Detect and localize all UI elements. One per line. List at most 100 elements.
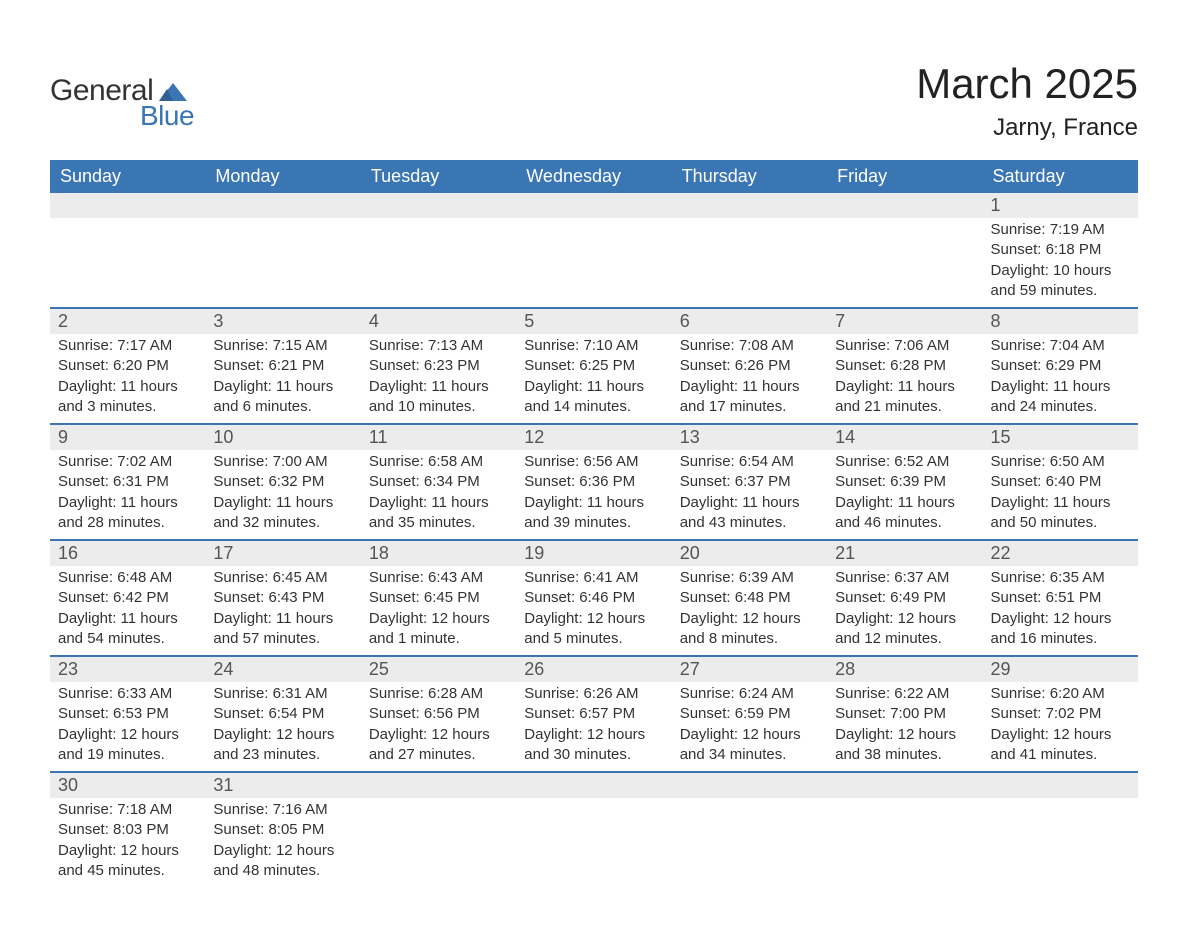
day-number: 15 bbox=[983, 425, 1138, 450]
sunrise-text: Sunrise: 6:56 AM bbox=[524, 452, 663, 472]
daylight-text: Daylight: 12 hours and 34 minutes. bbox=[680, 725, 819, 766]
sunset-text: Sunset: 6:31 PM bbox=[58, 472, 197, 492]
day-data-cell bbox=[361, 218, 516, 308]
sunset-text: Sunset: 6:20 PM bbox=[58, 356, 197, 376]
day-data bbox=[983, 798, 1138, 826]
daylight-text: Daylight: 11 hours and 50 minutes. bbox=[991, 493, 1130, 534]
day-data bbox=[827, 798, 982, 826]
week-daydata-row: Sunrise: 7:17 AMSunset: 6:20 PMDaylight:… bbox=[50, 334, 1138, 424]
day-number-cell: 18 bbox=[361, 540, 516, 566]
day-number-cell: 20 bbox=[672, 540, 827, 566]
daylight-text: Daylight: 12 hours and 8 minutes. bbox=[680, 609, 819, 650]
logo-text-blue: Blue bbox=[140, 100, 194, 132]
day-number: 2 bbox=[50, 309, 205, 334]
sunset-text: Sunset: 6:32 PM bbox=[213, 472, 352, 492]
location-label: Jarny, France bbox=[916, 114, 1138, 142]
day-data: Sunrise: 7:18 AMSunset: 8:03 PMDaylight:… bbox=[50, 798, 205, 887]
day-data-cell bbox=[983, 798, 1138, 887]
daylight-text: Daylight: 11 hours and 17 minutes. bbox=[680, 377, 819, 418]
sunset-text: Sunset: 6:25 PM bbox=[524, 356, 663, 376]
dayheader-sunday: Sunday bbox=[50, 160, 205, 193]
week-daynum-row: 23242526272829 bbox=[50, 656, 1138, 682]
sunset-text: Sunset: 6:40 PM bbox=[991, 472, 1130, 492]
week-daydata-row: Sunrise: 6:48 AMSunset: 6:42 PMDaylight:… bbox=[50, 566, 1138, 656]
daylight-text: Daylight: 11 hours and 35 minutes. bbox=[369, 493, 508, 534]
day-data-cell: Sunrise: 6:50 AMSunset: 6:40 PMDaylight:… bbox=[983, 450, 1138, 540]
day-data: Sunrise: 7:10 AMSunset: 6:25 PMDaylight:… bbox=[516, 334, 671, 423]
sunset-text: Sunset: 6:46 PM bbox=[524, 588, 663, 608]
daylight-text: Daylight: 11 hours and 32 minutes. bbox=[213, 493, 352, 534]
sunset-text: Sunset: 6:54 PM bbox=[213, 704, 352, 724]
sunrise-text: Sunrise: 7:15 AM bbox=[213, 336, 352, 356]
day-data-cell: Sunrise: 6:31 AMSunset: 6:54 PMDaylight:… bbox=[205, 682, 360, 772]
day-data: Sunrise: 6:56 AMSunset: 6:36 PMDaylight:… bbox=[516, 450, 671, 539]
day-data-cell: Sunrise: 6:45 AMSunset: 6:43 PMDaylight:… bbox=[205, 566, 360, 656]
day-data-cell bbox=[827, 798, 982, 887]
day-data: Sunrise: 7:13 AMSunset: 6:23 PMDaylight:… bbox=[361, 334, 516, 423]
day-number: 11 bbox=[361, 425, 516, 450]
daylight-text: Daylight: 12 hours and 27 minutes. bbox=[369, 725, 508, 766]
logo: General Blue bbox=[50, 60, 194, 132]
sunset-text: Sunset: 6:43 PM bbox=[213, 588, 352, 608]
day-number bbox=[50, 193, 205, 218]
sunset-text: Sunset: 6:29 PM bbox=[991, 356, 1130, 376]
calendar-body: 1 Sunrise: 7:19 AMSunset: 6:18 PMDayligh… bbox=[50, 193, 1138, 887]
week-daynum-row: 2345678 bbox=[50, 308, 1138, 334]
day-number-cell: 31 bbox=[205, 772, 360, 798]
day-number: 14 bbox=[827, 425, 982, 450]
daylight-text: Daylight: 11 hours and 54 minutes. bbox=[58, 609, 197, 650]
day-data: Sunrise: 6:22 AMSunset: 7:00 PMDaylight:… bbox=[827, 682, 982, 771]
sunrise-text: Sunrise: 6:20 AM bbox=[991, 684, 1130, 704]
day-data bbox=[361, 218, 516, 246]
day-data: Sunrise: 6:35 AMSunset: 6:51 PMDaylight:… bbox=[983, 566, 1138, 655]
daylight-text: Daylight: 11 hours and 21 minutes. bbox=[835, 377, 974, 418]
day-number: 31 bbox=[205, 773, 360, 798]
daylight-text: Daylight: 11 hours and 3 minutes. bbox=[58, 377, 197, 418]
day-number-cell: 14 bbox=[827, 424, 982, 450]
day-data-cell bbox=[516, 798, 671, 887]
day-number: 6 bbox=[672, 309, 827, 334]
day-data-cell: Sunrise: 6:26 AMSunset: 6:57 PMDaylight:… bbox=[516, 682, 671, 772]
day-data: Sunrise: 7:04 AMSunset: 6:29 PMDaylight:… bbox=[983, 334, 1138, 423]
day-data: Sunrise: 6:43 AMSunset: 6:45 PMDaylight:… bbox=[361, 566, 516, 655]
sunset-text: Sunset: 6:48 PM bbox=[680, 588, 819, 608]
week-daydata-row: Sunrise: 7:18 AMSunset: 8:03 PMDaylight:… bbox=[50, 798, 1138, 887]
daylight-text: Daylight: 12 hours and 48 minutes. bbox=[213, 841, 352, 882]
day-data-cell bbox=[361, 798, 516, 887]
sunrise-text: Sunrise: 6:28 AM bbox=[369, 684, 508, 704]
daylight-text: Daylight: 11 hours and 6 minutes. bbox=[213, 377, 352, 418]
day-data-cell: Sunrise: 7:13 AMSunset: 6:23 PMDaylight:… bbox=[361, 334, 516, 424]
day-data-cell: Sunrise: 6:43 AMSunset: 6:45 PMDaylight:… bbox=[361, 566, 516, 656]
day-data-cell: Sunrise: 6:39 AMSunset: 6:48 PMDaylight:… bbox=[672, 566, 827, 656]
day-data bbox=[361, 798, 516, 826]
day-number-cell: 5 bbox=[516, 308, 671, 334]
daylight-text: Daylight: 12 hours and 12 minutes. bbox=[835, 609, 974, 650]
week-daydata-row: Sunrise: 7:19 AMSunset: 6:18 PMDaylight:… bbox=[50, 218, 1138, 308]
week-daydata-row: Sunrise: 7:02 AMSunset: 6:31 PMDaylight:… bbox=[50, 450, 1138, 540]
day-number bbox=[516, 773, 671, 798]
daylight-text: Daylight: 11 hours and 10 minutes. bbox=[369, 377, 508, 418]
sunrise-text: Sunrise: 6:54 AM bbox=[680, 452, 819, 472]
dayheader-tuesday: Tuesday bbox=[361, 160, 516, 193]
day-number-cell: 16 bbox=[50, 540, 205, 566]
day-data-cell: Sunrise: 6:33 AMSunset: 6:53 PMDaylight:… bbox=[50, 682, 205, 772]
day-number-cell bbox=[983, 772, 1138, 798]
day-number-cell: 17 bbox=[205, 540, 360, 566]
sunrise-text: Sunrise: 7:10 AM bbox=[524, 336, 663, 356]
day-number-cell: 30 bbox=[50, 772, 205, 798]
daylight-text: Daylight: 11 hours and 39 minutes. bbox=[524, 493, 663, 534]
dayheader-friday: Friday bbox=[827, 160, 982, 193]
day-number: 29 bbox=[983, 657, 1138, 682]
day-data: Sunrise: 7:15 AMSunset: 6:21 PMDaylight:… bbox=[205, 334, 360, 423]
day-number: 28 bbox=[827, 657, 982, 682]
day-data-cell: Sunrise: 7:04 AMSunset: 6:29 PMDaylight:… bbox=[983, 334, 1138, 424]
day-data: Sunrise: 7:16 AMSunset: 8:05 PMDaylight:… bbox=[205, 798, 360, 887]
daylight-text: Daylight: 12 hours and 41 minutes. bbox=[991, 725, 1130, 766]
day-data bbox=[672, 798, 827, 826]
day-data: Sunrise: 7:08 AMSunset: 6:26 PMDaylight:… bbox=[672, 334, 827, 423]
daylight-text: Daylight: 12 hours and 16 minutes. bbox=[991, 609, 1130, 650]
day-data-cell: Sunrise: 6:48 AMSunset: 6:42 PMDaylight:… bbox=[50, 566, 205, 656]
day-number bbox=[361, 193, 516, 218]
sunrise-text: Sunrise: 7:04 AM bbox=[991, 336, 1130, 356]
day-number-cell: 10 bbox=[205, 424, 360, 450]
